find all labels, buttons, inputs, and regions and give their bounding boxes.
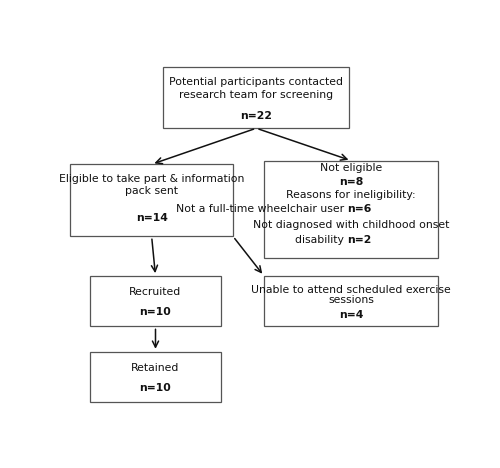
Text: Retained: Retained	[132, 363, 180, 373]
Bar	[163, 67, 349, 128]
Text: Potential participants contacted: Potential participants contacted	[169, 77, 343, 88]
Text: research team for screening: research team for screening	[179, 89, 334, 100]
Text: Not a full-time wheelchair user: Not a full-time wheelchair user	[176, 205, 348, 214]
Bar	[90, 351, 222, 402]
Text: Not diagnosed with childhood onset: Not diagnosed with childhood onset	[253, 220, 450, 230]
Text: Not eligible: Not eligible	[320, 163, 382, 174]
Bar	[70, 164, 233, 236]
Text: n=10: n=10	[140, 307, 172, 317]
Text: Recruited: Recruited	[130, 287, 182, 297]
Text: Reasons for ineligibility:: Reasons for ineligibility:	[286, 190, 416, 200]
Text: Eligible to take part & information: Eligible to take part & information	[59, 174, 244, 183]
Text: Unable to attend scheduled exercise: Unable to attend scheduled exercise	[252, 285, 451, 295]
Bar	[90, 276, 222, 327]
Bar	[264, 161, 438, 258]
Text: n=22: n=22	[240, 111, 272, 121]
Text: sessions: sessions	[328, 295, 374, 305]
Text: disability: disability	[295, 235, 348, 245]
Text: n=6: n=6	[348, 205, 372, 214]
Text: n=8: n=8	[339, 177, 363, 187]
Text: n=14: n=14	[136, 213, 168, 223]
Text: n=4: n=4	[339, 310, 363, 320]
Text: pack sent: pack sent	[125, 186, 178, 196]
Text: n=2: n=2	[348, 235, 372, 245]
Bar	[264, 276, 438, 327]
Text: n=10: n=10	[140, 383, 172, 393]
